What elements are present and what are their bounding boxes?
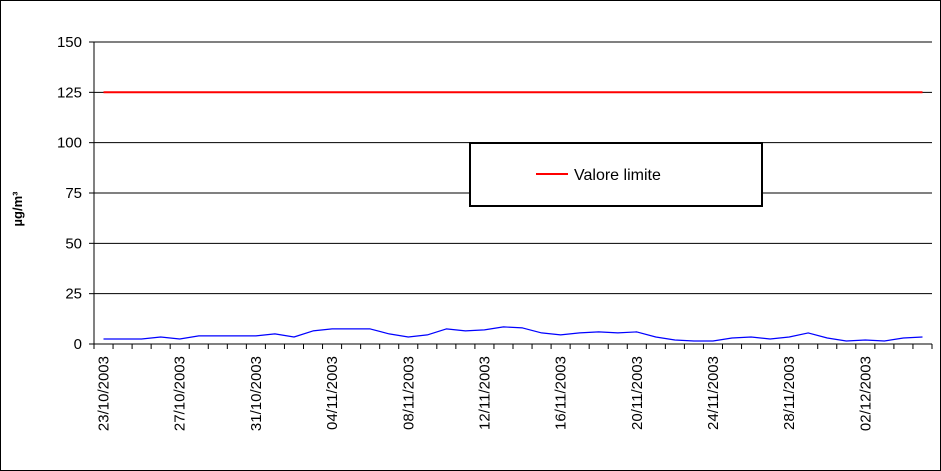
x-tick-label: 27/10/2003 xyxy=(172,356,189,431)
y-tick-label: 125 xyxy=(57,84,82,101)
y-tick-label: 50 xyxy=(65,235,82,252)
y-tick-label: 75 xyxy=(65,185,82,202)
x-tick-label: 31/10/2003 xyxy=(248,356,265,431)
legend-label: Valore limite xyxy=(574,167,661,184)
x-tick-label: 16/11/2003 xyxy=(553,356,570,430)
x-tick-label: 12/11/2003 xyxy=(476,356,493,430)
series-line-measured xyxy=(104,327,923,341)
x-tick-label: 20/11/2003 xyxy=(629,356,646,430)
x-tick-label: 24/11/2003 xyxy=(705,356,722,430)
x-tick-label: 23/10/2003 xyxy=(96,356,113,431)
y-tick-label: 25 xyxy=(65,286,82,303)
y-axis-label: µg/m³ xyxy=(10,191,25,227)
x-tick-label: 08/11/2003 xyxy=(400,356,417,430)
x-tick-label: 04/11/2003 xyxy=(324,356,341,430)
y-tick-label: 0 xyxy=(74,336,82,353)
x-tick-label: 28/11/2003 xyxy=(781,356,798,430)
y-tick-label: 100 xyxy=(57,135,82,152)
x-tick-label: 02/12/2003 xyxy=(857,356,874,431)
y-tick-label: 150 xyxy=(57,34,82,51)
